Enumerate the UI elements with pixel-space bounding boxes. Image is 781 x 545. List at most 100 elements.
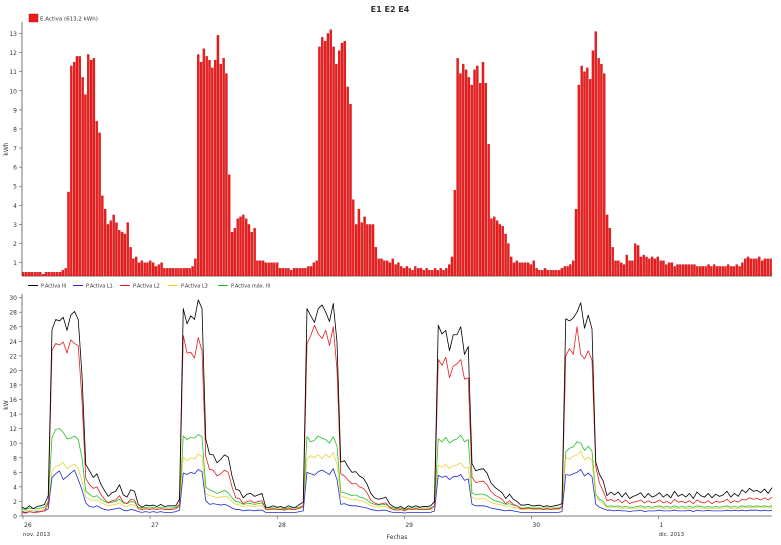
bottom-x-sublabel: dic. 2013	[659, 532, 685, 538]
energy-bar	[391, 258, 394, 277]
energy-bar	[264, 262, 268, 277]
energy-bar	[656, 256, 660, 277]
energy-bar	[352, 199, 355, 277]
energy-bar	[681, 264, 685, 277]
energy-bar	[250, 231, 253, 277]
energy-bar	[422, 270, 425, 277]
energy-bar	[713, 264, 716, 277]
series-line-p-activa-l1	[21, 468, 773, 514]
energy-bar	[112, 214, 115, 277]
energy-bar	[684, 264, 688, 277]
energy-bar	[44, 272, 48, 277]
energy-bar	[278, 268, 282, 277]
energy-bar	[521, 262, 524, 277]
energy-bar	[120, 231, 124, 277]
energy-bar	[242, 214, 245, 277]
energy-bar	[363, 216, 366, 277]
energy-bar	[301, 268, 304, 277]
energy-bar	[572, 260, 575, 277]
energy-bar	[701, 266, 705, 277]
energy-bar	[197, 54, 200, 277]
energy-bar	[126, 222, 129, 277]
energy-bar	[634, 243, 637, 277]
energy-bar	[741, 262, 744, 277]
energy-bar	[397, 262, 400, 277]
energy-bar	[535, 268, 538, 277]
energy-bar	[425, 268, 428, 277]
energy-bar	[687, 264, 691, 277]
energy-bar	[366, 224, 369, 277]
energy-bar	[577, 84, 581, 277]
energy-bar	[538, 270, 541, 277]
bottom-y-tick-label: 18	[9, 382, 17, 389]
energy-bar	[473, 69, 476, 277]
energy-bar	[758, 256, 761, 277]
energy-bar	[408, 268, 411, 277]
energy-bar	[710, 266, 713, 277]
energy-bar	[729, 266, 733, 277]
energy-bar	[244, 218, 248, 277]
energy-bar	[290, 270, 293, 277]
energy-bar	[36, 272, 39, 277]
top-y-tick-label: 4	[13, 203, 17, 210]
top-y-tick-label: 3	[13, 222, 17, 229]
energy-bar	[89, 60, 93, 277]
energy-bar	[30, 272, 34, 277]
energy-bar	[749, 258, 753, 277]
energy-bar	[524, 262, 527, 277]
energy-bar	[574, 209, 578, 277]
bottom-x-tick-label: 30	[532, 522, 540, 529]
legend-label-line: P.Activa máx. III	[231, 283, 270, 290]
energy-bar	[118, 230, 121, 277]
energy-bar	[140, 260, 144, 277]
top-y-tick-label: 1	[13, 260, 17, 267]
energy-bar	[450, 256, 454, 277]
energy-bar	[213, 60, 217, 277]
bottom-x-tick-label: 29	[405, 522, 413, 529]
energy-bar	[532, 260, 535, 277]
energy-bar	[287, 268, 290, 277]
energy-bar	[123, 233, 127, 277]
energy-bar	[58, 272, 62, 277]
energy-bar	[146, 262, 149, 277]
bottom-y-tick-label: 16	[9, 397, 17, 404]
energy-bar	[323, 40, 327, 277]
bottom-y-tick-label: 22	[9, 353, 17, 360]
energy-bar	[763, 258, 767, 277]
energy-bar	[648, 258, 651, 277]
energy-bar	[436, 270, 440, 277]
energy-bar	[259, 260, 262, 277]
bottom-x-tick-label: 27	[151, 522, 159, 529]
energy-bar	[78, 56, 81, 277]
energy-bar	[22, 272, 25, 277]
bottom-y-tick-label: 2	[13, 499, 17, 506]
energy-bar	[667, 262, 671, 277]
energy-bar	[385, 260, 389, 277]
energy-bar	[738, 266, 741, 277]
energy-bar	[453, 189, 456, 277]
top-y-tick-label: 7	[13, 146, 17, 153]
energy-bar	[718, 266, 722, 277]
energy-bar	[222, 58, 225, 277]
energy-bar	[721, 266, 724, 277]
bottom-x-tick-label: 28	[278, 522, 286, 529]
bottom-y-tick-label: 10	[9, 441, 17, 448]
energy-bar	[552, 270, 555, 277]
energy-bar	[603, 73, 606, 277]
energy-bar	[636, 245, 640, 277]
energy-bar	[295, 268, 299, 277]
top-y-tick-label: 6	[13, 165, 17, 172]
energy-bar	[560, 268, 564, 277]
legend-label-line: P.Activa III	[41, 284, 66, 290]
energy-bar	[230, 231, 234, 277]
bottom-x-axis-label: Fechas	[387, 534, 408, 541]
energy-bar	[284, 268, 287, 277]
energy-bar	[149, 260, 152, 277]
energy-bar	[374, 247, 378, 277]
top-y-tick-label: 11	[9, 69, 17, 76]
energy-bar	[154, 266, 158, 277]
energy-bar	[611, 247, 614, 277]
energy-bar	[707, 264, 710, 277]
energy-bar	[732, 266, 736, 277]
energy-bar	[746, 256, 750, 277]
